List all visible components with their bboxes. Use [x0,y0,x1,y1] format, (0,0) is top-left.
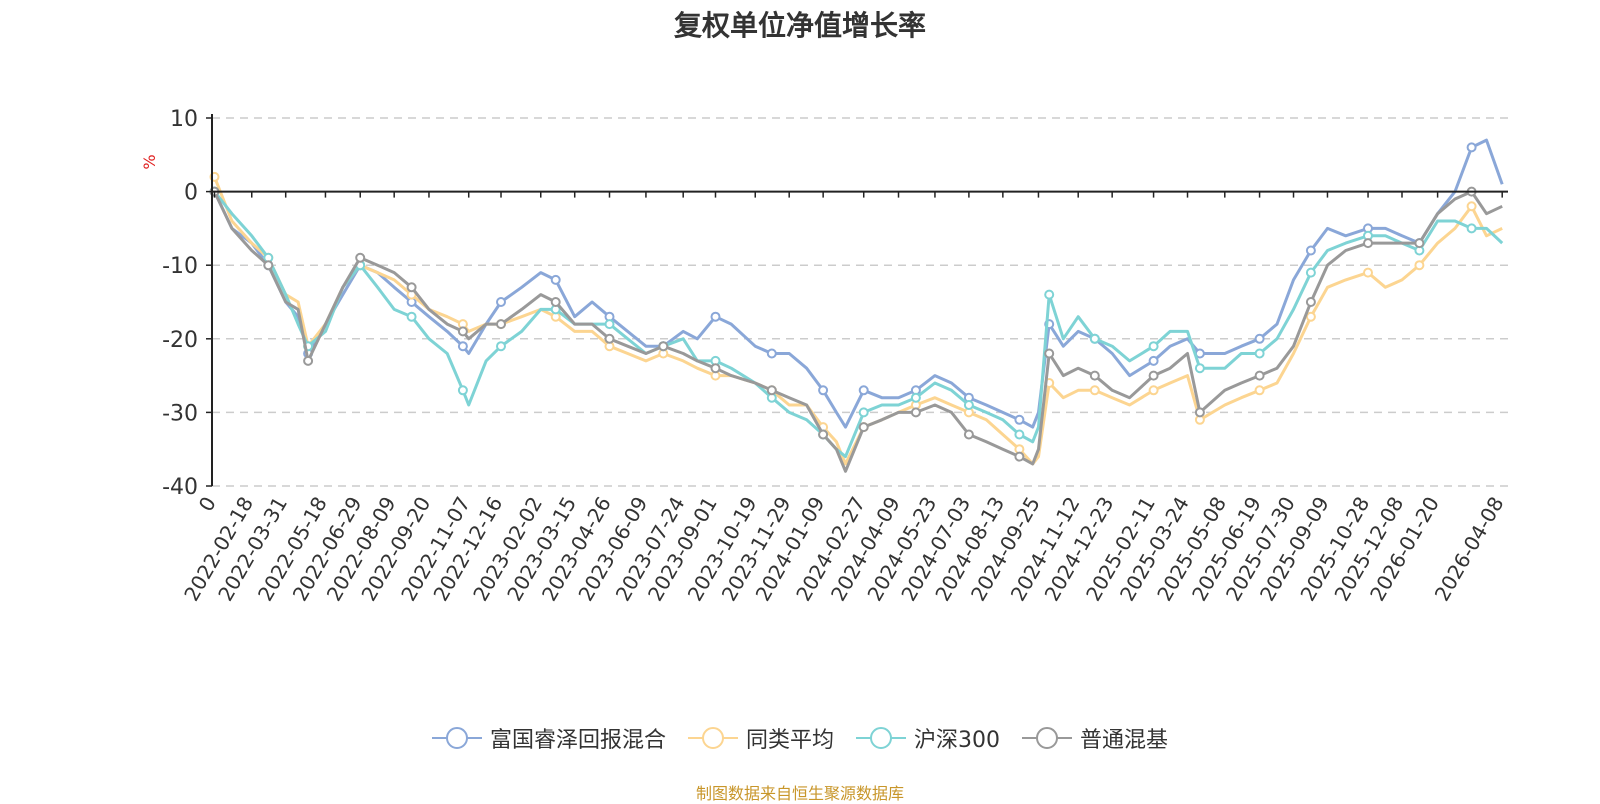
series-point [1254,385,1265,396]
series-point [1305,267,1316,278]
legend-item-series-2[interactable]: 沪深300 [856,722,1000,754]
series-point [1089,333,1100,344]
series-point [1148,341,1159,352]
series-point [858,385,869,396]
legend-line-circle-icon [687,727,738,749]
series-point [910,392,921,403]
legend-item-series-0[interactable]: 富国睿泽回报混合 [431,722,666,754]
y-axis-unit-label: % [140,154,159,169]
series-point [496,341,506,352]
y-tick-label: -30 [162,401,198,426]
legend-label: 普通混基 [1080,728,1169,753]
series-point [1363,267,1373,278]
legend-label: 富国睿泽回报混合 [489,728,666,753]
legend-label: 同类平均 [745,728,834,753]
series-point [496,297,506,307]
series-point [1305,245,1316,256]
series-point [1044,289,1055,300]
series-point [710,363,721,374]
legend-item-series-1[interactable]: 同类平均 [687,722,834,754]
y-tick-label: -10 [162,254,198,279]
y-tick-labels: 10 0 -10 -20 -30 -40 [162,107,198,500]
legend-item-series-3[interactable]: 普通混基 [1022,722,1168,754]
series-point [457,326,468,337]
x-tick-label: 0 [194,493,221,516]
series-point [910,407,921,418]
y-tick-label: 10 [170,107,198,132]
series-point [604,333,615,344]
series-point [1466,223,1477,234]
series-point [1305,297,1316,307]
series-point [550,297,561,307]
series-point [496,319,506,330]
legend-line-circle-icon [431,727,482,749]
series-point [1148,385,1159,396]
data-source-note: 制图数据来自恒生聚源数据库 [695,784,904,803]
series-point [406,282,417,293]
x-tick-label: 2026-04-08 [1430,493,1509,606]
series-point [818,385,829,396]
series-line-0 [213,138,1504,429]
legend: 富国睿泽回报混合 同类平均 沪深300 普通混基 [0,722,1600,754]
series-point [963,429,974,440]
series-point [1254,333,1265,344]
series-point [406,311,417,322]
series-line-2 [213,190,1504,459]
series-point [550,274,561,285]
series-point [766,385,777,396]
legend-line-circle-icon [1022,727,1072,749]
series-point [1014,414,1025,425]
series-point [1148,370,1159,381]
series-point [963,400,974,410]
series-point [1254,370,1265,381]
series-point [818,429,829,440]
series-point [1089,385,1100,396]
series-point [1044,348,1055,359]
chart-title: 复权单位净值增长率 [673,9,926,42]
axes [206,114,1508,487]
series-point [1363,238,1373,249]
y-tick-label: -40 [162,475,198,500]
series-point [355,252,366,263]
series-point [1414,238,1425,249]
series-point [1089,370,1100,381]
series-point [1014,429,1025,440]
series-point [1305,311,1316,322]
series-point [457,385,468,396]
series-point [1148,355,1159,366]
series-point [1014,451,1025,462]
series-line-3 [213,190,1503,473]
series-point [457,341,468,352]
series-point [1254,348,1265,359]
y-tick-label: 0 [184,181,198,206]
series-point [263,260,274,271]
series-lines [209,138,1504,473]
x-tick-labels: 02022-02-182022-03-312022-05-182022-06-2… [179,493,1508,606]
series-point [1194,363,1205,374]
series-point [858,407,869,418]
series-point [303,355,314,366]
legend-line-circle-icon [856,727,906,749]
legend-label: 沪深300 [914,728,1000,753]
series-point [766,348,777,359]
series-point [604,319,615,330]
series-point [658,341,669,352]
series-point [710,311,721,322]
y-tick-label: -20 [162,328,198,353]
series-point [1194,407,1205,418]
series-point [1414,260,1425,271]
series-point [858,422,869,433]
series-point [1466,201,1477,212]
series-point [1466,142,1477,153]
